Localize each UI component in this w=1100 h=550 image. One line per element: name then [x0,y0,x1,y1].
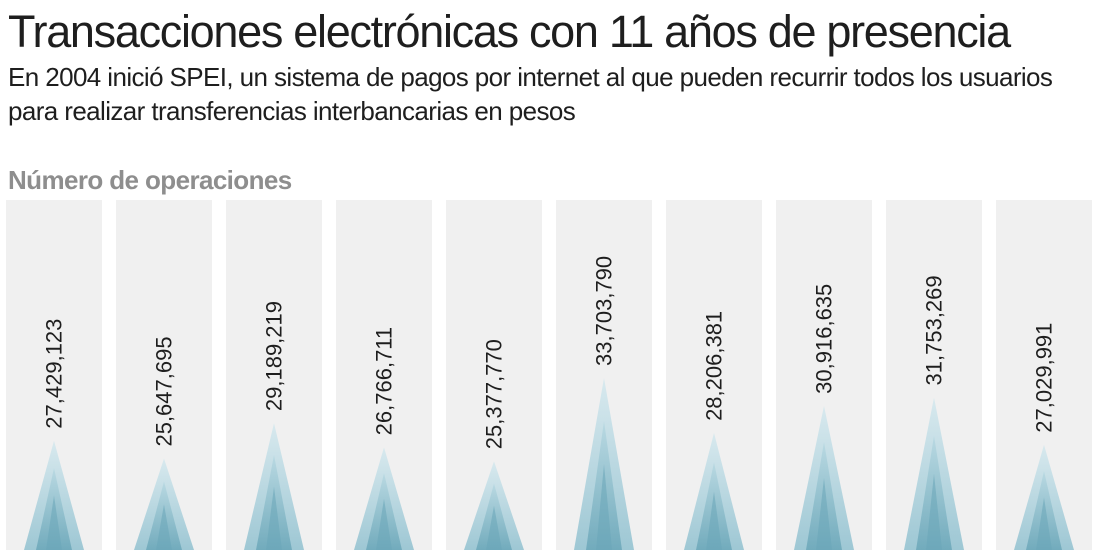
bar-spike-core-8 [816,477,832,550]
bar-column-4: 26,766,711 [336,200,432,550]
value-label-10: 27,029,991 [1032,323,1057,433]
value-label-3: 29,189,219 [262,301,287,411]
bar-column-10: 27,029,991 [996,200,1092,550]
value-label-7: 28,206,381 [702,311,727,421]
bar-column-1: 27,429,123 [6,200,102,550]
value-label-4: 26,766,711 [372,327,397,435]
value-label-6: 33,703,790 [592,256,617,366]
bar-spike-core-1 [46,495,62,550]
bar-spike-core-5 [486,505,502,550]
bar-spike-core-2 [156,504,172,550]
bar-spike-core-6 [596,463,612,550]
bar-column-7: 28,206,381 [666,200,762,550]
bar-column-5: 25,377,770 [446,200,542,550]
bar-column-3: 29,189,219 [226,200,322,550]
bar-spike-core-9 [926,473,942,550]
chart-title: Transacciones electrónicas con 11 años d… [8,6,1011,57]
bar-column-8: 30,916,635 [776,200,872,550]
bar-column-9: 31,753,269 [886,200,982,550]
bar-column-2: 25,647,695 [116,200,212,550]
value-label-9: 31,753,269 [922,275,947,385]
value-label-1: 27,429,123 [42,319,67,429]
value-label-8: 30,916,635 [812,284,837,394]
y-axis-label: Número de operaciones [8,165,292,195]
bar-spike-core-4 [376,498,392,550]
chart-subtitle: En 2004 inició SPEI, un sistema de pagos… [8,62,1053,126]
bar-column-6: 33,703,790 [556,200,652,550]
bar-spike-core-7 [706,491,722,550]
bar-spike-core-3 [266,486,282,550]
value-label-5: 25,377,770 [482,339,507,449]
value-label-2: 25,647,695 [152,336,177,446]
bar-spike-core-10 [1036,497,1052,550]
operations-chart: 27,429,123 25,647,695 29,189,219 26,766,711… [6,200,1092,550]
